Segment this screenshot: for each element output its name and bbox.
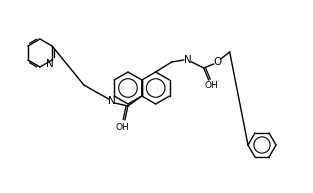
Text: N: N (46, 59, 54, 69)
Text: OH: OH (205, 81, 218, 91)
Text: OH: OH (116, 124, 130, 133)
Text: N: N (184, 55, 192, 65)
Text: N: N (108, 96, 116, 106)
Text: O: O (213, 57, 222, 67)
